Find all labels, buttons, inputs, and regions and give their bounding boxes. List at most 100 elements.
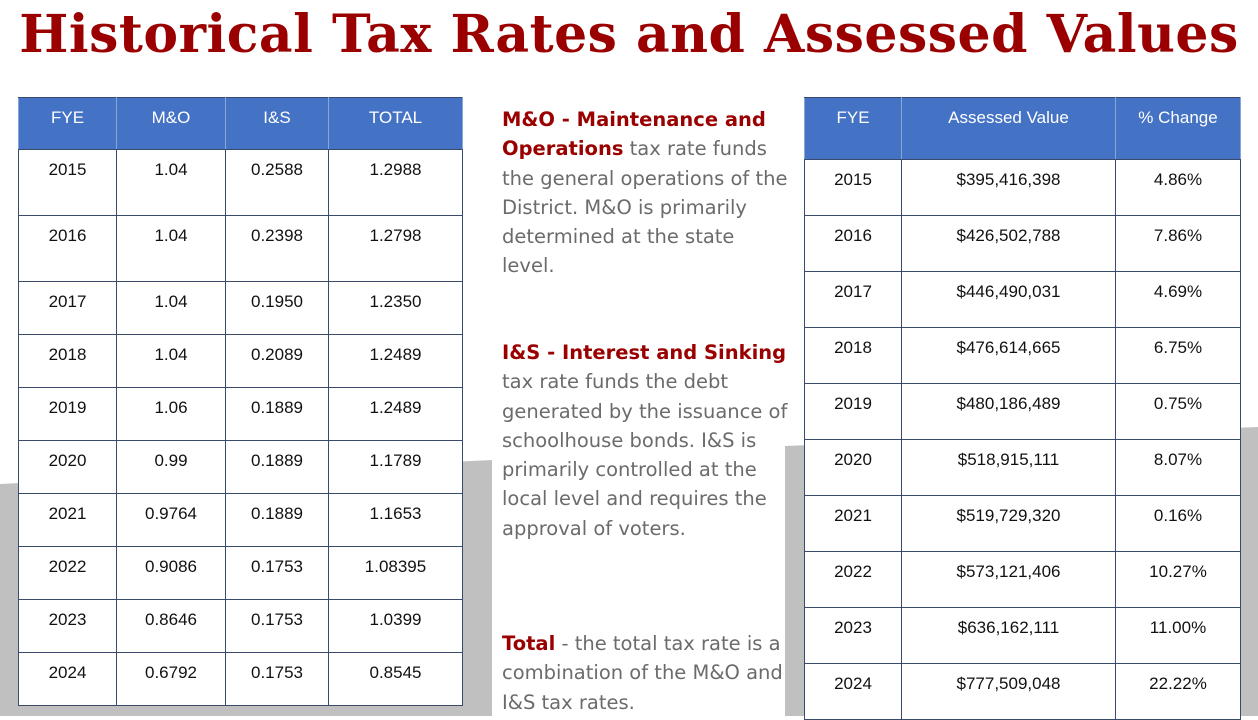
table-cell: 1.06 [116,387,226,441]
table-row: 2024 0.6792 0.1753 0.8545 [18,652,463,706]
column-header: FYE [18,97,117,150]
table-cell: 0.1889 [225,440,329,494]
mo-text: tax rate funds the general operations of… [502,137,788,278]
explanation-panel: M&O - Maintenance and Operations tax rat… [492,100,788,716]
table-cell: $519,729,320 [901,495,1116,552]
table-cell: 1.04 [116,281,226,335]
table-cell: 2022 [804,551,902,608]
table-row: 2020 $518,915,111 8.07% [804,439,1241,496]
table-cell: 1.2798 [328,215,463,282]
table-cell: 0.75% [1115,383,1241,440]
table-cell: 0.6792 [116,652,226,706]
table-cell: 2015 [18,149,117,216]
table-cell: 0.2398 [225,215,329,282]
table-row: 2022 0.9086 0.1753 1.08395 [18,546,463,600]
table-cell: 2020 [804,439,902,496]
table-cell: 2021 [18,493,117,547]
table-cell: 0.1753 [225,546,329,600]
table-row: 2017 $446,490,031 4.69% [804,271,1241,328]
table-cell: 2018 [804,327,902,384]
table-header-row: FYE Assessed Value % Change [804,97,1241,160]
table-cell: $573,121,406 [901,551,1116,608]
table-cell: 1.04 [116,149,226,216]
table-cell: 0.1950 [225,281,329,335]
table-cell: 0.8545 [328,652,463,706]
table-row: 2022 $573,121,406 10.27% [804,551,1241,608]
table-cell: 0.1753 [225,652,329,706]
table-cell: 2019 [18,387,117,441]
table-cell: 22.22% [1115,663,1241,720]
table-cell: 1.04 [116,334,226,388]
column-header: M&O [116,97,226,150]
is-explanation: I&S - Interest and Sinking tax rate fund… [502,338,792,543]
table-cell: 1.2988 [328,149,463,216]
table-row: 2015 $395,416,398 4.86% [804,159,1241,216]
table-cell: 2015 [804,159,902,216]
mo-explanation: M&O - Maintenance and Operations tax rat… [502,105,792,281]
table-cell: $480,186,489 [901,383,1116,440]
table-cell: 8.07% [1115,439,1241,496]
column-header: % Change [1115,97,1241,160]
table-cell: 1.2489 [328,334,463,388]
table-cell: 1.0399 [328,599,463,653]
table-cell: 1.1789 [328,440,463,494]
page-title: Historical Tax Rates and Assessed Values [19,4,1239,65]
total-explanation: Total - the total tax rate is a combinat… [502,629,792,717]
table-cell: $395,416,398 [901,159,1116,216]
table-cell: 0.99 [116,440,226,494]
column-header: Assessed Value [901,97,1116,160]
table-row: 2018 1.04 0.2089 1.2489 [18,334,463,388]
table-cell: 2016 [18,215,117,282]
table-cell: $426,502,788 [901,215,1116,272]
table-row: 2020 0.99 0.1889 1.1789 [18,440,463,494]
is-text: tax rate funds the debt generated by the… [502,370,788,540]
table-cell: 1.08395 [328,546,463,600]
table-row: 2017 1.04 0.1950 1.2350 [18,281,463,335]
tax-rates-table: FYE M&O I&S TOTAL 2015 1.04 0.2588 1.2988 20… [18,97,463,706]
column-header: I&S [225,97,329,150]
mo-term: M&O - Maintenance and Operations [502,108,766,161]
table-cell: 2020 [18,440,117,494]
table-row: 2024 $777,509,048 22.22% [804,663,1241,720]
table-cell: 0.1889 [225,387,329,441]
table-cell: 1.1653 [328,493,463,547]
table-cell: 2021 [804,495,902,552]
table-cell: 10.27% [1115,551,1241,608]
table-cell: 2016 [804,215,902,272]
table-cell: 2024 [18,652,117,706]
table-cell: 11.00% [1115,607,1241,664]
table-row: 2023 $636,162,111 11.00% [804,607,1241,664]
table-cell: 2018 [18,334,117,388]
table-cell: 0.1753 [225,599,329,653]
table-cell: 1.04 [116,215,226,282]
table-cell: 0.2588 [225,149,329,216]
table-cell: 0.1889 [225,493,329,547]
total-text: - the total tax rate is a combination of… [502,632,783,714]
table-row: 2019 1.06 0.1889 1.2489 [18,387,463,441]
table-cell: 2017 [804,271,902,328]
table-cell: 1.2489 [328,387,463,441]
table-row: 2016 $426,502,788 7.86% [804,215,1241,272]
table-header-row: FYE M&O I&S TOTAL [18,97,463,150]
table-cell: 2023 [804,607,902,664]
column-header: FYE [804,97,902,160]
table-cell: 7.86% [1115,215,1241,272]
table-cell: 2023 [18,599,117,653]
table-row: 2021 0.9764 0.1889 1.1653 [18,493,463,547]
table-row: 2015 1.04 0.2588 1.2988 [18,149,463,216]
table-cell: $476,614,665 [901,327,1116,384]
table-cell: $518,915,111 [901,439,1116,496]
table-cell: 4.69% [1115,271,1241,328]
table-cell: 0.16% [1115,495,1241,552]
table-cell: 2019 [804,383,902,440]
table-cell: 2022 [18,546,117,600]
table-cell: 2017 [18,281,117,335]
column-header: TOTAL [328,97,463,150]
table-cell: 1.2350 [328,281,463,335]
table-cell: $636,162,111 [901,607,1116,664]
table-row: 2018 $476,614,665 6.75% [804,327,1241,384]
table-cell: $446,490,031 [901,271,1116,328]
table-cell: 0.9764 [116,493,226,547]
table-cell: $777,509,048 [901,663,1116,720]
table-cell: 6.75% [1115,327,1241,384]
